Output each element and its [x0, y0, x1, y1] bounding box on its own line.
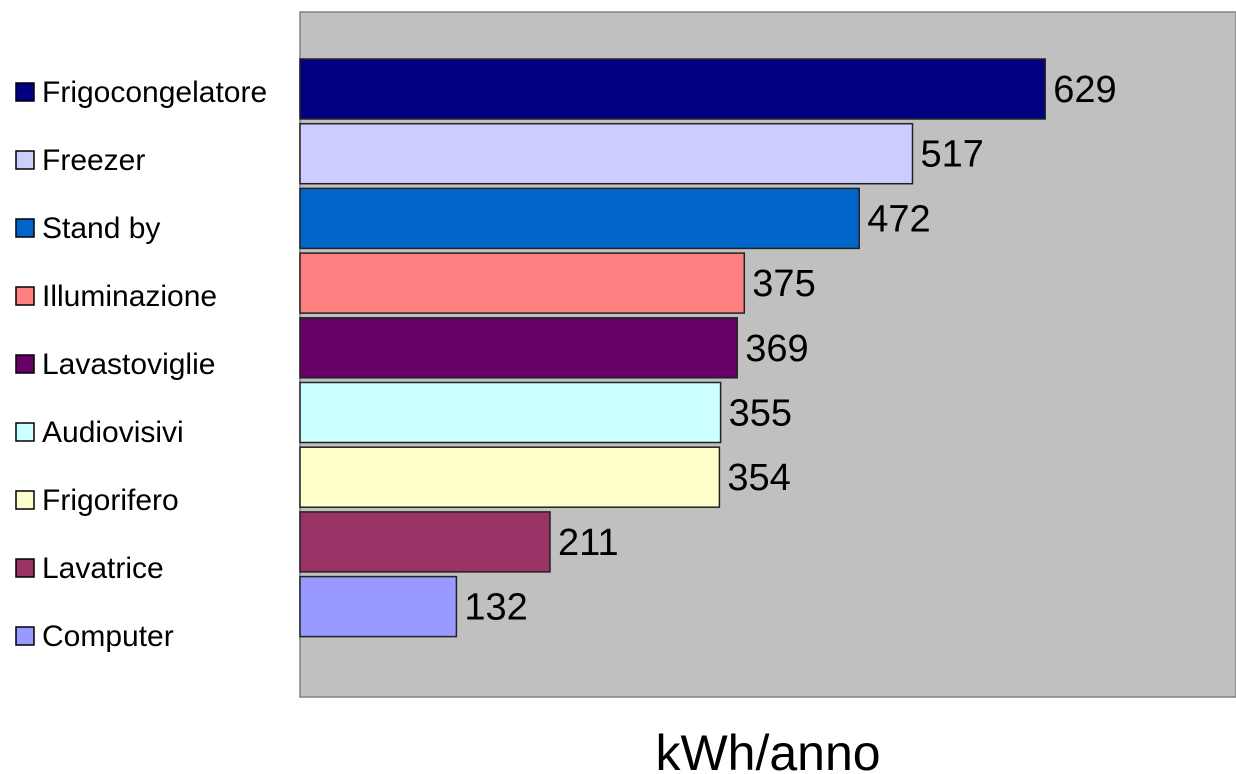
legend-label: Lavatrice — [42, 552, 164, 585]
legend-swatch — [15, 150, 35, 170]
data-label: 132 — [464, 587, 527, 629]
legend: Frigocongelatore Freezer Stand by Illuminaz… — [15, 76, 267, 653]
legend-swatch — [15, 82, 35, 102]
data-label: 355 — [729, 393, 792, 435]
bar-computer — [299, 575, 458, 638]
data-label: 472 — [867, 198, 930, 240]
data-label: 354 — [727, 457, 790, 499]
bar-lavatrice — [299, 511, 551, 573]
legend-label: Audiovisivi — [42, 416, 184, 449]
data-label: 517 — [921, 134, 984, 176]
legend-label: Freezer — [42, 144, 145, 177]
bar-stand-by — [299, 187, 860, 250]
bar-freezer — [299, 122, 914, 185]
legend-swatch — [15, 286, 35, 306]
bar-lavastoviglie — [299, 317, 738, 379]
bar-audiovisivi — [299, 381, 722, 444]
bar-frigocongelatore — [299, 58, 1046, 120]
data-label: 629 — [1053, 69, 1116, 111]
legend-swatch — [15, 218, 35, 238]
legend-label: Computer — [42, 620, 174, 653]
bars — [299, 58, 1046, 638]
legend-label: Frigocongelatore — [42, 76, 267, 109]
legend-label: Frigorifero — [42, 484, 179, 517]
x-axis-label: kWh/anno — [655, 725, 880, 774]
data-label: 369 — [745, 328, 808, 370]
bar-illuminazione — [299, 252, 746, 314]
legend-label: Stand by — [42, 212, 160, 245]
legend-swatch — [15, 558, 35, 578]
data-labels: 629 517 472 375 369 355 354 211 132 — [464, 69, 1116, 629]
legend-swatch — [15, 626, 35, 646]
legend-swatch — [15, 490, 35, 510]
bar-frigorifero — [299, 446, 721, 508]
legend-label: Illuminazione — [42, 280, 217, 313]
legend-swatch — [15, 422, 35, 442]
data-label: 375 — [752, 263, 815, 305]
data-label: 211 — [558, 522, 619, 564]
legend-label: Lavastoviglie — [42, 348, 215, 381]
legend-swatch — [15, 354, 35, 374]
